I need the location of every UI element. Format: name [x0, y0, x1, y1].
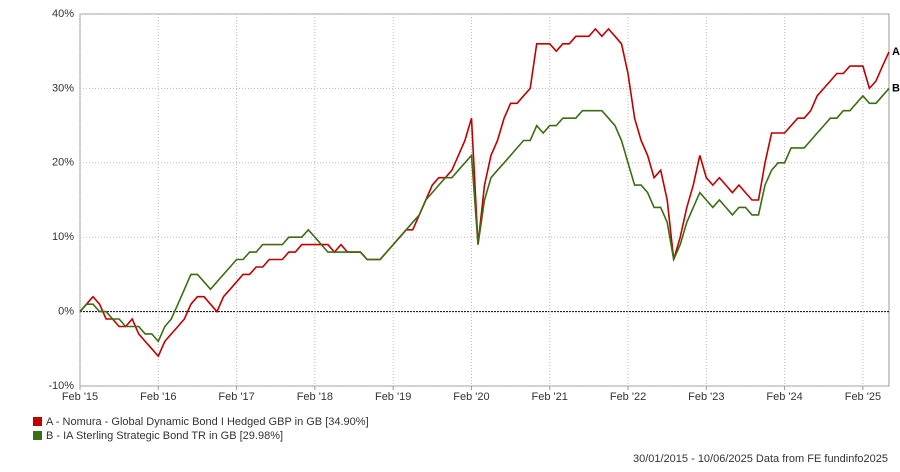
x-tick-label: Feb '17	[218, 391, 254, 403]
x-tick-label: Feb '19	[375, 391, 411, 403]
x-tick-label: Feb '24	[766, 391, 802, 403]
end-label: A	[892, 46, 900, 58]
end-label: B	[892, 82, 900, 94]
x-tick-label: Feb '16	[140, 391, 176, 403]
y-tick-label: 30%	[52, 82, 74, 94]
x-tick-label: Feb '23	[688, 391, 724, 403]
y-tick-label: 40%	[52, 8, 74, 20]
y-tick-label: 10%	[52, 231, 74, 243]
x-tick-label: Feb '25	[845, 391, 881, 403]
x-tick-label: Feb '15	[62, 391, 98, 403]
series-line	[79, 87, 890, 343]
x-tick-label: Feb '20	[453, 391, 489, 403]
x-tick-label: Feb '18	[297, 391, 333, 403]
legend-label: A - Nomura - Global Dynamic Bond I Hedge…	[46, 416, 369, 428]
x-tick-label: Feb '22	[610, 391, 646, 403]
y-tick-label: -10%	[48, 380, 74, 392]
y-tick-label: 0%	[58, 306, 74, 318]
y-tick-label: 20%	[52, 157, 74, 169]
series-line	[79, 27, 890, 358]
legend-swatch	[33, 417, 42, 426]
legend-swatch	[33, 431, 42, 440]
legend-label: B - IA Sterling Strategic Bond TR in GB …	[46, 430, 283, 442]
footer: 30/01/2015 - 10/06/2025 Data from FE fun…	[633, 453, 888, 465]
x-tick-label: Feb '21	[532, 391, 568, 403]
